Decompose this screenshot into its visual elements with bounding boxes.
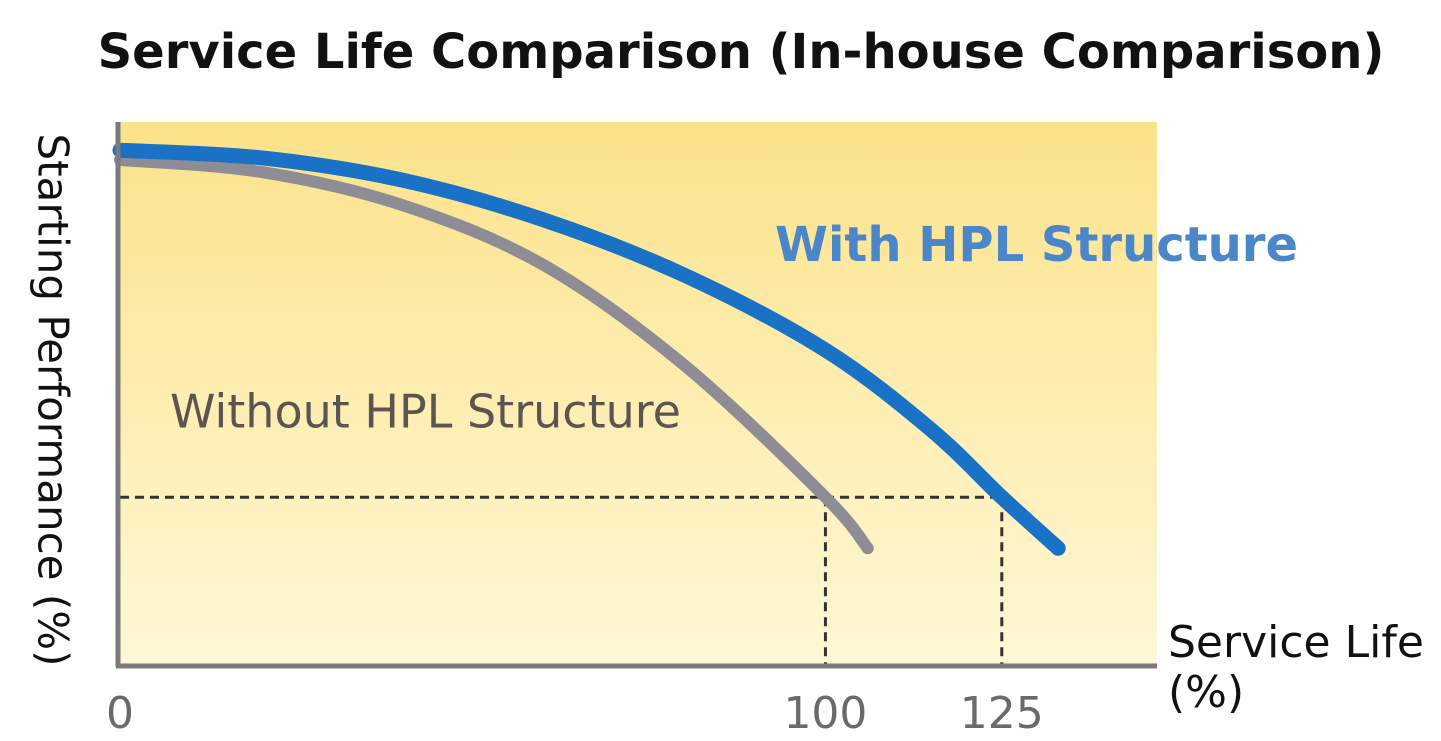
y-axis-title: Starting Performance (%) (29, 133, 78, 666)
x-tick-label: 125 (960, 688, 1044, 739)
x-tick-label: 0 (106, 688, 134, 739)
series-label: With HPL Structure (775, 217, 1298, 273)
x-tick-label: 100 (783, 688, 867, 739)
series-label: Without HPL Structure (170, 385, 681, 439)
series-line (112, 142, 1066, 556)
x-axis-title: Service Life (%) (1168, 617, 1424, 718)
plot-background (120, 122, 1157, 665)
chart-title: Service Life Comparison (In-house Compar… (98, 24, 1385, 80)
series-line (114, 154, 874, 555)
